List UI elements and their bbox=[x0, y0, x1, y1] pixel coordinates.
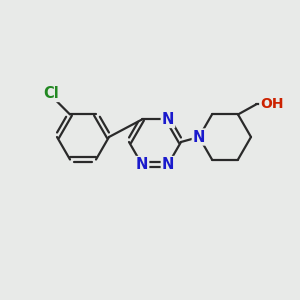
Text: N: N bbox=[193, 130, 205, 145]
Text: OH: OH bbox=[260, 98, 284, 112]
Text: N: N bbox=[162, 157, 174, 172]
Text: N: N bbox=[162, 112, 174, 127]
Text: N: N bbox=[136, 157, 148, 172]
Text: Cl: Cl bbox=[43, 86, 59, 101]
Text: H: H bbox=[273, 97, 285, 110]
